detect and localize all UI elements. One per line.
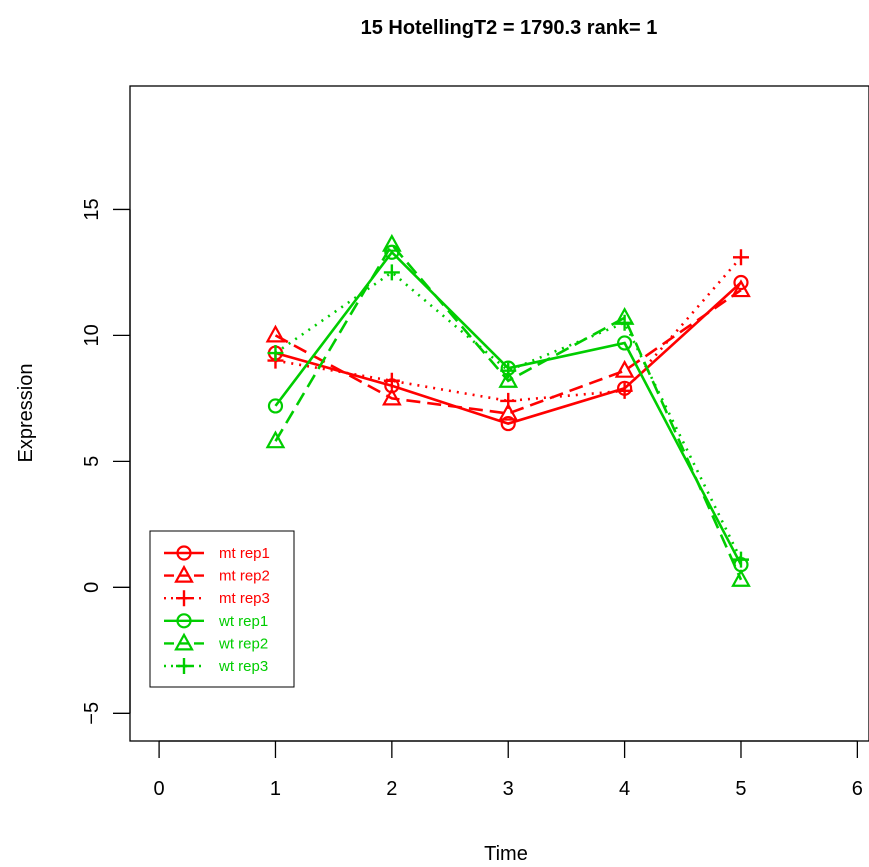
- y-tick-label: 5: [81, 456, 103, 467]
- x-tick-label: 4: [619, 778, 630, 800]
- x-tick-label: 3: [503, 778, 514, 800]
- y-tick-label: 10: [81, 324, 103, 346]
- y-axis-label: Expression: [15, 364, 37, 463]
- legend-swatch-marker: [176, 590, 192, 607]
- x-tick-label: 5: [735, 778, 746, 800]
- data-point: [383, 264, 400, 281]
- x-tick-label: 2: [386, 778, 397, 800]
- data-point: [500, 362, 517, 379]
- legend-label: wt rep3: [218, 658, 268, 675]
- series-mt-rep2: [265, 279, 751, 421]
- series-wt-rep3: [267, 264, 749, 568]
- data-point: [500, 392, 517, 409]
- data-point: [381, 387, 402, 406]
- legend-swatch-marker: [174, 632, 194, 651]
- data-point: [267, 398, 284, 414]
- legend-swatch-marker: [176, 545, 192, 561]
- y-tick-label: −5: [81, 702, 103, 725]
- data-point: [616, 314, 633, 331]
- data-point: [731, 279, 751, 298]
- y-tick-label: 0: [81, 582, 103, 593]
- data-point: [614, 359, 635, 378]
- legend-box: [149, 530, 295, 688]
- data-point: [498, 402, 519, 421]
- data-point: [733, 274, 749, 291]
- data-point: [732, 551, 749, 568]
- series-mt-rep3: [267, 249, 749, 409]
- legend-swatch-marker: [176, 613, 192, 629]
- data-point: [732, 249, 749, 266]
- legend-swatch-marker: [174, 564, 194, 583]
- legend-label: mt rep2: [219, 568, 270, 585]
- data-point: [267, 345, 284, 362]
- data-point: [616, 382, 633, 399]
- series-line: [274, 242, 743, 581]
- data-point: [500, 415, 516, 432]
- x-tick-label: 6: [852, 778, 863, 800]
- x-axis: 0 1 2 3 4 5 6: [154, 740, 863, 800]
- data-point: [265, 324, 286, 343]
- legend-label: mt rep1: [219, 545, 270, 562]
- chart-title: 15 HotellingT2 = 1790.3 rank= 1: [361, 17, 658, 39]
- data-point: [265, 430, 286, 449]
- data-point: [383, 372, 400, 389]
- data-point: [617, 335, 633, 351]
- legend: mt rep1 mt rep2 mt rep3 wt rep1 wt rep2 wt re…: [149, 530, 295, 688]
- x-tick-label: 0: [154, 778, 165, 800]
- x-axis-label: Time: [484, 843, 528, 865]
- legend-label: wt rep1: [218, 613, 268, 630]
- series-line: [275, 281, 742, 425]
- legend-label: wt rep2: [218, 635, 268, 652]
- data-point: [498, 369, 519, 388]
- y-axis: −5 0 5 10 15: [81, 198, 131, 725]
- legend-swatch-marker: [176, 658, 192, 674]
- series-layer: [265, 233, 751, 587]
- series-line: [274, 289, 742, 415]
- legend-label: mt rep3: [219, 590, 270, 607]
- x-tick-label: 1: [270, 778, 281, 800]
- y-tick-label: 15: [81, 198, 103, 220]
- series-wt-rep2: [265, 233, 751, 587]
- data-point: [731, 568, 751, 587]
- data-point: [381, 233, 402, 252]
